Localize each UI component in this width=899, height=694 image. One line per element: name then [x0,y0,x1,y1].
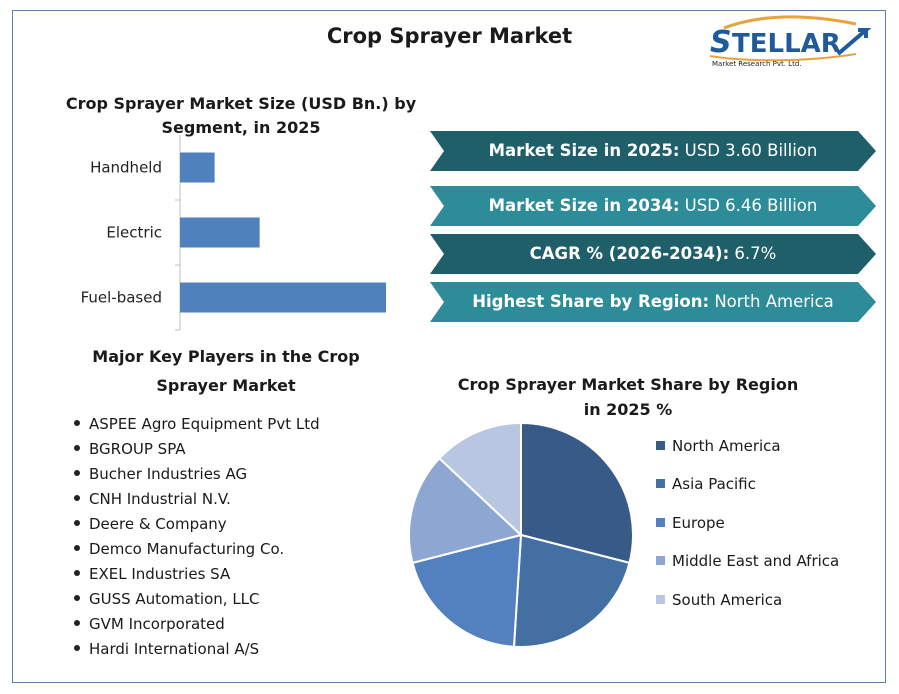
legend-label: Middle East and Africa [672,552,840,571]
pie-slice-north-america [520,421,634,565]
legend-label: North America [672,437,781,455]
bar-category-label: Handheld [90,159,162,177]
legend-label: South America [672,590,783,609]
segment-bar-chart: Handheld Electric Fuel-based [81,135,386,331]
svg-text:S: S [710,25,732,60]
bullet-icon [74,419,80,426]
bullet-icon [74,619,80,626]
banner-market-size-2034: Market Size in 2034: USD 6.46 Billion [430,186,876,226]
banner-label: CAGR % (2026-2034): [529,244,730,263]
banner-cagr: CAGR % (2026-2034): 6.7% [430,234,876,274]
legend-swatch [656,556,665,566]
pie-slice-middle-east-and-africa [408,456,524,565]
banner-shape [430,131,876,171]
legend-item: Europe [656,510,839,548]
bullet-icon [74,519,80,526]
list-item: GVM Incorporated [74,612,320,637]
stellar-logo-mark: S TELLAR Market Research Pvt. Ltd. [709,15,872,68]
infographic-frame [12,10,886,683]
bullet-icon [74,544,80,551]
svg-text:TELLAR: TELLAR [732,29,841,59]
banner-market-size-2025: Market Size in 2025: USD 3.60 Billion [430,131,876,171]
list-item: CNH Industrial N.V. [74,487,320,512]
logo-subtitle: Market Research Pvt. Ltd. [712,60,802,68]
bullet-icon [74,644,80,651]
bullet-icon [74,444,80,451]
list-item: Bucher Industries AG [74,462,320,487]
legend-label: Asia Pacific [672,475,756,494]
legend-swatch [656,517,665,527]
banner-label: Highest Share by Region: [472,292,710,311]
list-item: BGROUP SPA [74,437,320,462]
bullet-icon [74,569,80,576]
banner-value: 6.7% [734,244,777,263]
legend-swatch [656,479,665,489]
legend-swatch [656,594,665,604]
players-list: ASPEE Agro Equipment Pvt Ltd BGROUP SPA … [74,412,320,662]
bar-electric [180,217,260,248]
pie-legend: North America Asia Pacific Europe Middle Ea… [656,433,839,625]
pie-slice-europe [411,533,523,648]
bullet-icon [74,494,80,501]
bar-category-label: Electric [106,224,162,242]
banner-highest-share: Highest Share by Region: North America [430,282,876,322]
bar-handheld [180,152,215,183]
list-item: EXEL Industries SA [74,562,320,587]
banner-value: USD 3.60 Billion [684,141,818,160]
list-item: GUSS Automation, LLC [74,587,320,612]
legend-item: Asia Pacific [656,471,839,509]
bar-fuel-based [180,282,386,313]
legend-swatch [656,441,665,450]
legend-item: North America [656,433,839,471]
bar-chart-title: Crop Sprayer Market Size (USD Bn.) by Se… [65,94,417,137]
banner-shape [430,186,876,226]
legend-item: Middle East and Africa [656,548,839,586]
pie-slice-asia-pacific [512,533,631,648]
banner-value: North America [714,292,834,311]
bullet-icon [74,594,80,601]
legend-label: Europe [672,513,725,532]
banner-label: Market Size in 2034: [488,196,680,215]
pie-chart-title: Crop Sprayer Market Share by Region in 2… [457,375,799,419]
legend-item: South America [656,587,839,625]
banner-value: USD 6.46 Billion [684,196,818,215]
bullet-icon [74,469,80,476]
banner-shape [430,234,876,274]
pie-slice-south-america [437,421,522,538]
list-item: Deere & Company [74,512,320,537]
page-title: Crop Sprayer Market [326,24,573,48]
list-item: Hardi International A/S [74,637,320,662]
banner-label: Market Size in 2025: [488,141,680,160]
region-pie-chart [408,421,634,648]
banner-shape [430,282,876,322]
bar-category-label: Fuel-based [81,289,162,307]
list-item: ASPEE Agro Equipment Pvt Ltd [74,412,320,437]
players-title: Major Key Players in the Crop Sprayer Ma… [92,347,360,395]
list-item: Demco Manufacturing Co. [74,537,320,562]
stellar-logo: S TELLAR Market Research Pvt. Ltd. [706,14,876,72]
